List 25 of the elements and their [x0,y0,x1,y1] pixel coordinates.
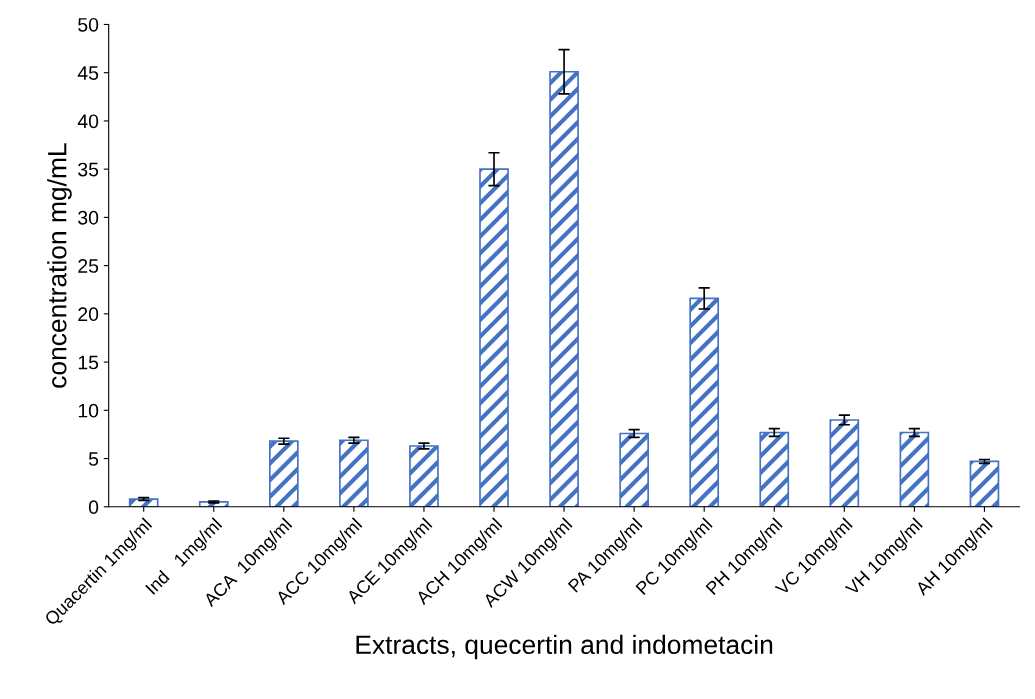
y-tick-label: 0 [88,500,99,515]
bar [339,439,369,507]
y-tick-label: 15 [78,355,99,370]
bar [128,498,159,507]
bar [549,70,579,507]
bar [689,297,720,507]
y-tick-label: 10 [78,403,99,418]
bar [619,432,649,507]
y-tick-label: 35 [78,162,99,177]
bar [268,440,299,507]
bar [479,168,509,507]
y-tick-label: 45 [77,66,99,80]
y-tick-label: 50 [78,17,99,32]
bar [409,445,439,507]
bar [899,431,930,507]
y-tick-label: 20 [78,307,99,322]
bar [759,431,790,507]
y-axis-title: concentration mg/mL [47,143,72,388]
bar [969,460,1000,507]
y-tick-label: 25 [78,259,99,273]
y-tick-label: 30 [78,210,99,225]
y-tick-label: 5 [88,452,99,466]
y-tick-label: 40 [77,114,99,129]
bar [829,419,860,507]
x-axis-title: Extracts, quecertin and indometacin [356,634,773,660]
